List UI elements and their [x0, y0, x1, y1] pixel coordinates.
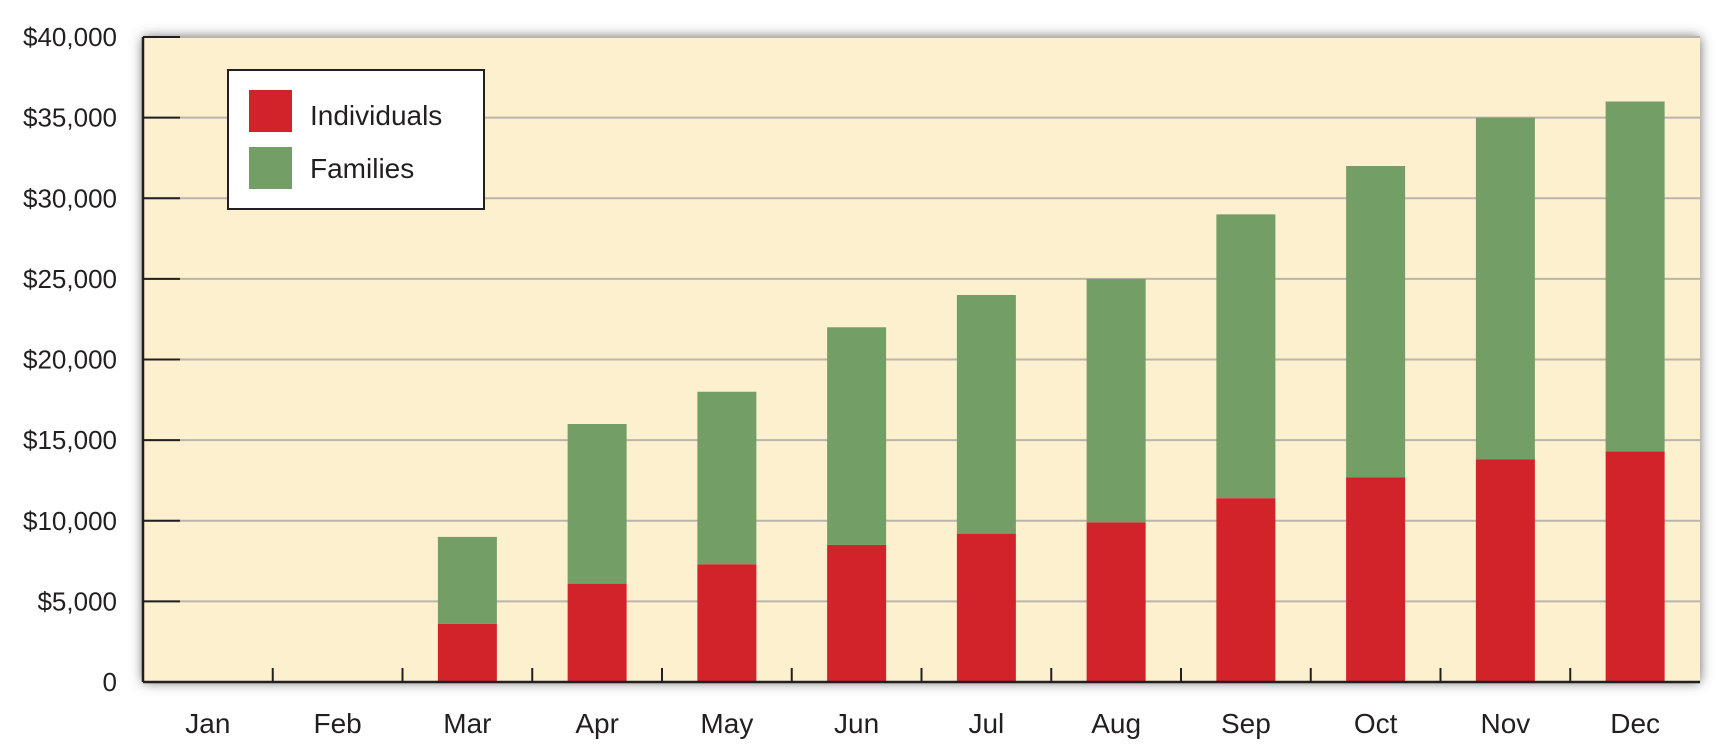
x-tick-label: Dec [1610, 708, 1660, 739]
x-tick-label: Aug [1091, 708, 1141, 739]
gridlines [143, 36, 1700, 603]
bar-individuals-dec [1605, 451, 1665, 682]
bar-families-may [697, 391, 757, 565]
bar-families-oct [1346, 166, 1406, 478]
y-tick-label: $5,000 [37, 586, 117, 616]
y-tick-label: $20,000 [23, 345, 117, 375]
bar-families-jul [956, 295, 1016, 534]
bars [437, 101, 1665, 682]
bar-individuals-nov [1475, 459, 1535, 682]
x-tick-label: Jul [968, 708, 1004, 739]
legend-label-families: Families [310, 153, 414, 184]
x-tick-label: Mar [443, 708, 491, 739]
bar-individuals-aug [1086, 522, 1146, 682]
y-tick-label: $15,000 [23, 425, 117, 455]
bar-individuals-sep [1216, 498, 1276, 682]
bar-individuals-jun [827, 544, 887, 682]
x-tick-label: May [700, 708, 753, 739]
bar-individuals-oct [1346, 477, 1406, 682]
bar-families-nov [1475, 117, 1535, 460]
y-tick-labels: 0 $5,000 $10,000 $15,000 $20,000 $25,000 $30,0… [23, 22, 117, 697]
y-tick-label: $40,000 [23, 22, 117, 52]
x-tick-label: Apr [575, 708, 619, 739]
bar-individuals-mar [437, 623, 497, 682]
legend-swatch-families [249, 147, 292, 189]
x-tick-labels: Jan Feb Mar Apr May Jun Jul Aug Sep Oct Nov Dec [185, 708, 1660, 739]
x-tick-label: Sep [1221, 708, 1271, 739]
x-tick-label: Oct [1354, 708, 1398, 739]
bar-families-mar [437, 536, 497, 624]
y-tick-label: $35,000 [23, 103, 117, 133]
bar-individuals-apr [567, 583, 627, 682]
x-tick-label: Feb [314, 708, 362, 739]
x-tick-label: Jan [185, 708, 230, 739]
x-tick-label: Jun [834, 708, 879, 739]
y-tick-label: $10,000 [23, 506, 117, 536]
y-tick-label: $25,000 [23, 264, 117, 294]
y-tick-label: 0 [103, 667, 117, 697]
bar-individuals-may [697, 564, 757, 682]
bar-families-aug [1086, 278, 1146, 523]
bar-families-dec [1605, 101, 1665, 452]
bar-individuals-jul [956, 533, 1016, 682]
axes [141, 36, 1700, 684]
legend-label-individuals: Individuals [310, 100, 442, 131]
legend: Individuals Families [227, 69, 485, 210]
bar-families-apr [567, 424, 627, 584]
y-tick-label: $30,000 [23, 183, 117, 213]
x-tick-label: Nov [1480, 708, 1530, 739]
legend-swatch-individuals [249, 90, 292, 132]
bar-families-sep [1216, 214, 1276, 499]
bar-families-jun [827, 327, 887, 545]
